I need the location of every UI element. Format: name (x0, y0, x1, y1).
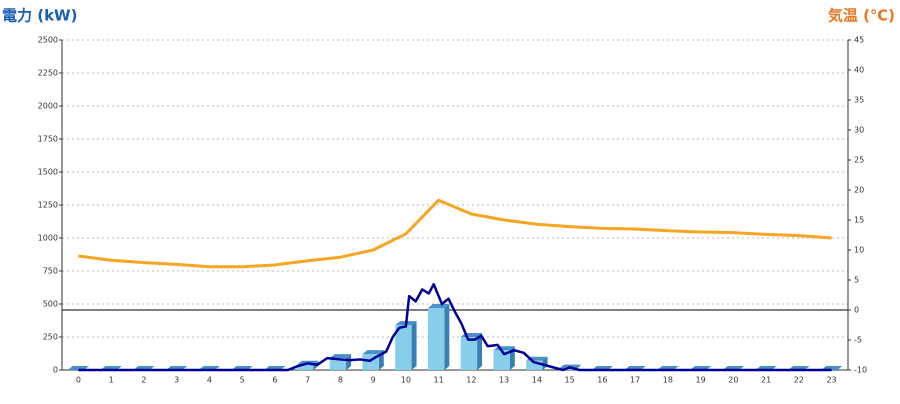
bar-top (427, 303, 450, 308)
y-tick-label: 1000 (38, 234, 58, 243)
bar-side (346, 354, 352, 370)
y2-tick-label: 40 (854, 66, 864, 75)
bar (395, 325, 412, 370)
y2-tick-label: 5 (854, 276, 859, 285)
x-tick-label: 6 (272, 376, 277, 385)
x-tick-label: 8 (338, 376, 343, 385)
y2-tick-label: 45 (854, 36, 864, 45)
x-tick-label: 15 (565, 376, 575, 385)
y2-tick-label: -5 (854, 336, 862, 345)
y2-tick-label: 20 (854, 186, 864, 195)
x-tick-label: 21 (761, 376, 771, 385)
y2-tick-label: 10 (854, 246, 864, 255)
x-tick-label: 12 (466, 376, 476, 385)
x-tick-label: 19 (696, 376, 706, 385)
y2-axis-title: 気温 (℃) (828, 7, 895, 25)
y2-tick-label: 25 (854, 156, 864, 165)
x-tick-label: 0 (76, 376, 81, 385)
y-tick-label: 1500 (38, 168, 58, 177)
y-tick-label: 1250 (38, 201, 58, 210)
bar (296, 364, 314, 370)
x-tick-label: 20 (728, 376, 738, 385)
x-tick-label: 11 (434, 376, 444, 385)
y-tick-label: 500 (43, 300, 58, 309)
power-line (78, 282, 832, 372)
bar (427, 307, 445, 370)
y2-tick-label: -10 (854, 366, 867, 375)
x-tick-label: 23 (827, 376, 837, 385)
x-tick-label: 3 (174, 376, 179, 385)
bar (460, 337, 478, 370)
bar (493, 350, 510, 370)
y2-tick-label: 35 (854, 96, 864, 105)
y-tick-label: 750 (43, 267, 58, 276)
bar-side (444, 303, 450, 370)
x-tick-label: 2 (141, 376, 146, 385)
x-tick-label: 16 (597, 376, 607, 385)
temperature-line (78, 198, 832, 269)
y-tick-label: 0 (53, 366, 58, 375)
x-tick-label: 14 (532, 376, 542, 385)
x-tick-label: 10 (401, 376, 411, 385)
x-tick-label: 22 (794, 376, 804, 385)
x-tick-label: 9 (371, 376, 376, 385)
y-tick-label: 2000 (38, 102, 58, 111)
bar-side (477, 333, 483, 370)
bar (526, 360, 543, 370)
y2-tick-label: 15 (854, 216, 864, 225)
x-tick-label: 1 (109, 376, 114, 385)
y-tick-label: 2250 (38, 69, 58, 78)
x-tick-label: 17 (630, 376, 640, 385)
x-tick-label: 5 (240, 376, 245, 385)
y-tick-label: 2500 (38, 36, 58, 45)
x-tick-label: 4 (207, 376, 212, 385)
y-axis-title: 電力 (kW) (2, 7, 77, 25)
bar-top (362, 350, 384, 355)
y-tick-label: 250 (43, 333, 58, 342)
x-tick-label: 7 (305, 376, 310, 385)
bar (329, 358, 347, 370)
bar-top (329, 354, 352, 359)
x-tick-label: 13 (499, 376, 509, 385)
y-tick-label: 1750 (38, 135, 58, 144)
bar-side (411, 321, 417, 370)
x-tick-label: 18 (663, 376, 673, 385)
y2-tick-label: 0 (854, 306, 859, 315)
y2-tick-label: 30 (854, 126, 864, 135)
